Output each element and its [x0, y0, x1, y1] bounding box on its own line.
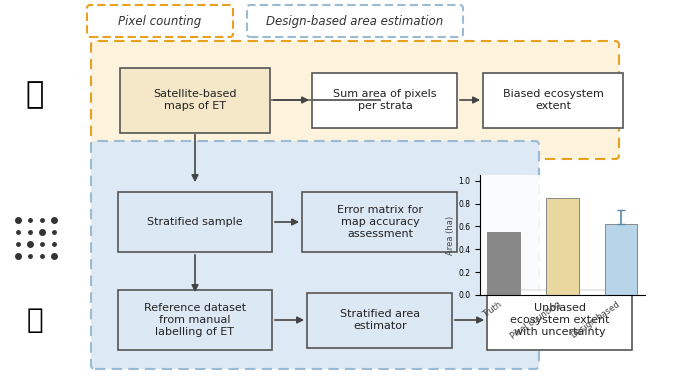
- FancyBboxPatch shape: [120, 67, 270, 133]
- Text: Error matrix for
map accuracy
assessment: Error matrix for map accuracy assessment: [337, 205, 423, 239]
- FancyBboxPatch shape: [307, 293, 452, 347]
- Text: Satellite-based
maps of ET: Satellite-based maps of ET: [153, 89, 237, 111]
- Text: Sum area of pixels
per strata: Sum area of pixels per strata: [333, 89, 437, 111]
- Text: Reference dataset
from manual
labelling of ET: Reference dataset from manual labelling …: [144, 303, 246, 337]
- FancyBboxPatch shape: [117, 290, 273, 350]
- FancyBboxPatch shape: [312, 72, 457, 128]
- Text: 🛰: 🛰: [26, 80, 44, 110]
- Text: Unbiased
ecosystem extent
with uncertainty: Unbiased ecosystem extent with uncertain…: [510, 303, 610, 337]
- Text: Biased ecosystem
extent: Biased ecosystem extent: [502, 89, 604, 111]
- FancyBboxPatch shape: [247, 5, 463, 37]
- FancyBboxPatch shape: [487, 290, 632, 350]
- FancyBboxPatch shape: [87, 5, 233, 37]
- FancyBboxPatch shape: [117, 192, 273, 252]
- Text: Stratified area
estimator: Stratified area estimator: [340, 309, 420, 331]
- Text: Stratified sample: Stratified sample: [147, 217, 243, 227]
- FancyBboxPatch shape: [483, 72, 623, 128]
- Text: Design-based area estimation: Design-based area estimation: [266, 15, 443, 28]
- FancyBboxPatch shape: [91, 141, 539, 369]
- Text: Pixel counting: Pixel counting: [119, 15, 202, 28]
- Text: 🗺: 🗺: [26, 306, 43, 334]
- FancyBboxPatch shape: [303, 192, 457, 252]
- FancyBboxPatch shape: [91, 41, 619, 159]
